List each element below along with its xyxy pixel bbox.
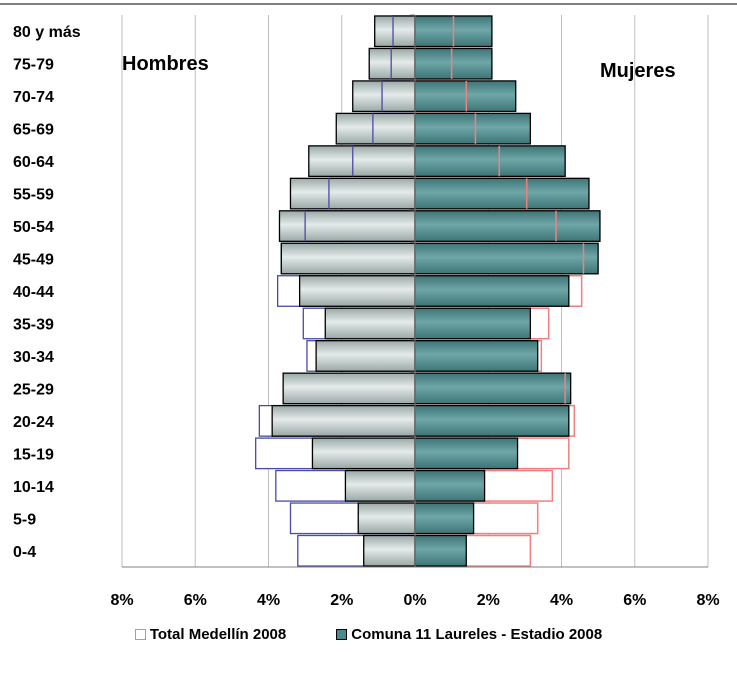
comuna-11-series — [271, 15, 601, 567]
bar-comuna-mujeres — [414, 210, 601, 242]
age-group-label: 30-34 — [13, 349, 54, 366]
mujeres-label: Mujeres — [600, 60, 676, 82]
age-group-label: 25-29 — [13, 381, 54, 398]
legend-item-total-medellin: Total Medellín 2008 — [134, 626, 287, 643]
bar-comuna-mujeres — [414, 340, 539, 372]
age-group-label: 50-54 — [13, 219, 54, 236]
age-group-label: 45-49 — [13, 252, 54, 269]
bar-comuna-mujeres — [414, 275, 570, 307]
bar-comuna-mujeres — [414, 177, 590, 210]
bar-comuna-mujeres — [414, 47, 493, 80]
bar-comuna-mujeres — [414, 80, 517, 113]
age-group-label: 0-4 — [13, 544, 36, 561]
x-tick-label: 4% — [550, 592, 573, 609]
bar-comuna-hombres — [315, 340, 416, 372]
x-tick-label: 6% — [184, 592, 207, 609]
x-tick-label: 8% — [696, 592, 719, 609]
bar-comuna-hombres — [344, 469, 416, 502]
bar-comuna-hombres — [374, 15, 416, 48]
bar-comuna-mujeres — [414, 437, 519, 470]
legend-swatch-outline — [134, 629, 146, 640]
bar-comuna-mujeres — [414, 307, 532, 340]
legend: Total Medellín 2008 Comuna 11 Laureles -… — [0, 626, 737, 643]
bar-comuna-mujeres — [414, 404, 570, 437]
bar-comuna-hombres — [311, 437, 416, 470]
bar-comuna-hombres — [278, 210, 416, 242]
bar-comuna-hombres — [324, 307, 416, 340]
bar-comuna-hombres — [357, 502, 416, 535]
age-group-labels: 80 y más 75-79 70-74 65-69 60-64 55-59 50-54 45… — [13, 24, 81, 561]
x-tick-label: 2% — [330, 592, 353, 609]
age-group-label: 35-39 — [13, 316, 54, 333]
x-tick-labels: 8% 6% 4% 2% 0% 2% 4% 6% 8% — [110, 592, 719, 609]
age-group-label: 70-74 — [13, 89, 54, 106]
legend-label-comuna-11: Comuna 11 Laureles - Estadio 2008 — [351, 626, 603, 643]
age-group-label: 75-79 — [13, 57, 54, 74]
x-tick-label: 2% — [477, 592, 500, 609]
legend-item-comuna-11: Comuna 11 Laureles - Estadio 2008 — [336, 626, 602, 643]
age-group-label: 55-59 — [13, 187, 54, 204]
bar-comuna-mujeres — [414, 534, 467, 567]
age-group-label: 80 y más — [13, 24, 81, 41]
x-tick-label: 8% — [110, 592, 133, 609]
x-tick-label: 0% — [403, 592, 426, 609]
axes — [122, 14, 708, 568]
bar-comuna-hombres — [289, 177, 416, 210]
bar-comuna-hombres — [298, 275, 416, 307]
bar-comuna-mujeres — [414, 242, 599, 275]
bar-comuna-hombres — [308, 145, 416, 178]
age-group-label: 10-14 — [13, 479, 54, 496]
hombres-label: Hombres — [122, 53, 209, 75]
bar-comuna-mujeres — [414, 502, 475, 535]
bar-comuna-mujeres — [414, 112, 532, 145]
age-group-label: 60-64 — [13, 154, 54, 171]
bar-comuna-mujeres — [414, 145, 566, 178]
age-group-label: 40-44 — [13, 284, 54, 301]
bar-comuna-hombres — [352, 80, 416, 113]
legend-swatch-filled — [336, 629, 348, 640]
bar-comuna-mujeres — [414, 469, 486, 502]
age-group-label: 65-69 — [13, 122, 54, 139]
bar-comuna-hombres — [282, 372, 416, 405]
bar-comuna-hombres — [280, 242, 416, 275]
bar-comuna-hombres — [271, 404, 416, 437]
bar-comuna-hombres — [335, 112, 416, 145]
bar-comuna-hombres — [368, 47, 416, 80]
x-tick-label: 4% — [257, 592, 280, 609]
age-group-label: 15-19 — [13, 446, 54, 463]
bar-comuna-hombres — [363, 534, 416, 567]
bar-comuna-mujeres — [414, 372, 572, 405]
x-tick-label: 6% — [623, 592, 646, 609]
legend-label-total-medellin: Total Medellín 2008 — [149, 626, 287, 643]
age-group-label: 5-9 — [13, 511, 36, 528]
age-group-label: 20-24 — [13, 414, 54, 431]
